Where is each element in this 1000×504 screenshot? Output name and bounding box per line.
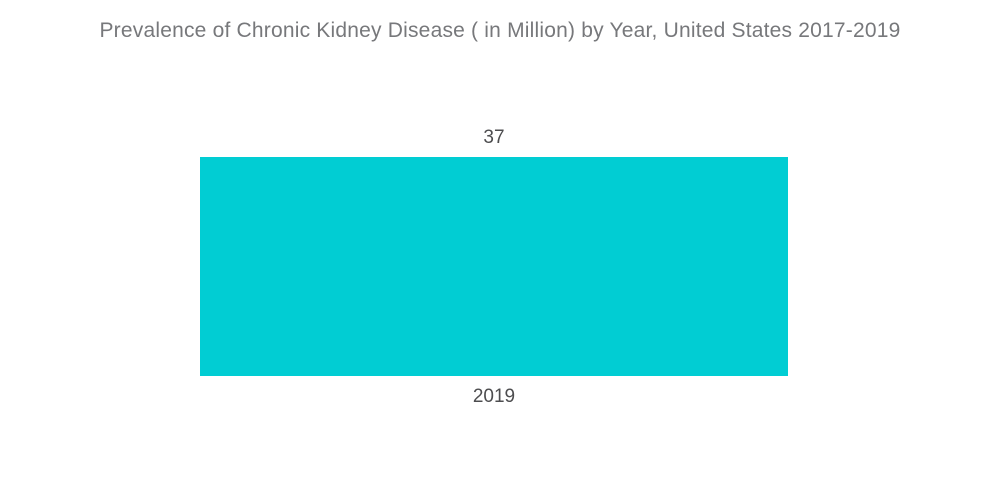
bar-value-label: 37 bbox=[483, 127, 505, 148]
x-axis-category-label: 2019 bbox=[472, 386, 516, 407]
chart-title: Prevalence of Chronic Kidney Disease ( i… bbox=[99, 19, 901, 42]
bar-2019 bbox=[200, 157, 788, 376]
